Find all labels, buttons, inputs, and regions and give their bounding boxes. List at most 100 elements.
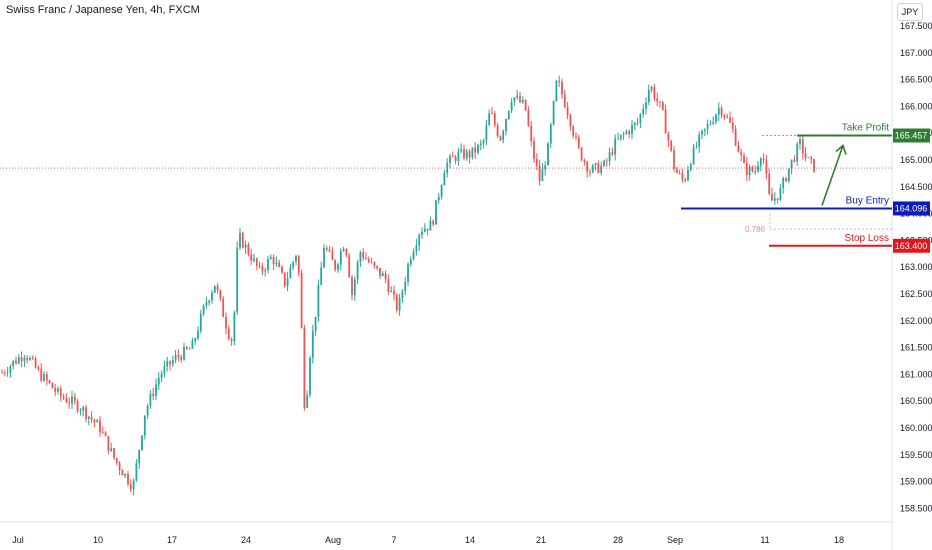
candle-up (418, 234, 421, 246)
candle-up (82, 407, 85, 411)
currency-label[interactable]: JPY (897, 3, 923, 21)
candle-down (325, 248, 328, 250)
candle-up (339, 251, 342, 265)
candle-down (583, 160, 586, 162)
candle-up (544, 165, 547, 170)
candle-down (740, 151, 743, 156)
candle-down (20, 357, 23, 362)
candle-up (689, 163, 692, 171)
candle-down (653, 87, 656, 99)
candle-up (188, 348, 191, 350)
candle-down (118, 462, 121, 471)
candle-down (40, 368, 43, 381)
candle-up (709, 123, 712, 125)
candle-up (552, 100, 555, 125)
candle-down (454, 156, 457, 161)
candle-up (23, 357, 26, 362)
candle-down (768, 173, 771, 194)
candle-up (650, 87, 653, 90)
candle-down (804, 153, 807, 158)
y-tick-label: 162.000 (900, 316, 932, 326)
candle-down (468, 151, 471, 158)
candle-down (247, 244, 250, 255)
candle-up (712, 122, 715, 124)
candle-up (79, 410, 82, 412)
candle-up (485, 125, 488, 141)
y-tick-label: 161.000 (900, 369, 932, 379)
candle-down (675, 168, 678, 174)
candle-down (365, 257, 367, 260)
candle-up (437, 196, 440, 201)
candle-up (141, 435, 143, 450)
candle-up (398, 298, 401, 311)
candle-down (297, 256, 300, 273)
candle-down (673, 150, 675, 169)
candle-up (625, 131, 628, 134)
candle-up (146, 406, 149, 416)
candle-up (645, 102, 647, 109)
candle-down (597, 163, 600, 173)
candle-up (17, 357, 20, 364)
candle-down (367, 259, 370, 263)
candle-up (138, 449, 141, 464)
candle-down (219, 290, 222, 299)
candle-up (43, 374, 45, 381)
candle-up (748, 166, 751, 176)
candle-down (451, 155, 454, 157)
candle-down (180, 356, 183, 360)
target-arrow-shaft (821, 145, 844, 206)
candle-down (765, 160, 768, 174)
candle-down (379, 267, 381, 277)
candle-down (499, 136, 502, 141)
x-tick-label: Sep (667, 535, 683, 545)
candle-down (283, 272, 286, 286)
candle-up (269, 256, 272, 259)
candle-down (107, 436, 110, 451)
candle-down (255, 258, 258, 266)
candle-up (87, 416, 90, 419)
candle-down (45, 374, 48, 381)
candle-up (759, 158, 762, 166)
candle-down (572, 126, 575, 136)
candle-up (157, 377, 160, 385)
candle-up (171, 360, 174, 365)
candle-down (813, 159, 815, 172)
candle-down (31, 358, 34, 359)
candle-up (633, 122, 636, 125)
candle-up (421, 231, 423, 235)
candle-down (558, 80, 561, 82)
target-arrow-head (835, 144, 847, 155)
candle-up (617, 138, 619, 140)
candle-up (779, 187, 782, 200)
candle-down (101, 432, 104, 433)
candle-up (435, 200, 437, 225)
candle-up (449, 155, 451, 163)
candle-down (54, 388, 57, 392)
candle-up (199, 313, 202, 331)
candle-up (211, 292, 213, 301)
candle-up (194, 338, 197, 341)
candle-down (586, 161, 589, 172)
candle-up (642, 108, 645, 115)
candle-up (29, 358, 31, 360)
candle-up (337, 264, 339, 270)
candle-down (258, 265, 261, 267)
candle-up (306, 394, 309, 408)
candle-down (575, 135, 577, 138)
candle-up (516, 95, 519, 98)
candle-up (807, 157, 810, 159)
candle-down (241, 232, 244, 248)
candle-down (303, 327, 306, 408)
candle-down (426, 228, 429, 231)
candle-up (390, 290, 393, 293)
candle-up (614, 138, 617, 155)
candle-down (185, 346, 188, 349)
x-tick-label: 21 (536, 535, 546, 545)
candle-up (356, 261, 359, 280)
candle-down (48, 380, 51, 383)
candle-up (401, 291, 404, 299)
candle-up (253, 258, 255, 261)
candle-up (423, 228, 426, 232)
candle-down (538, 165, 541, 182)
